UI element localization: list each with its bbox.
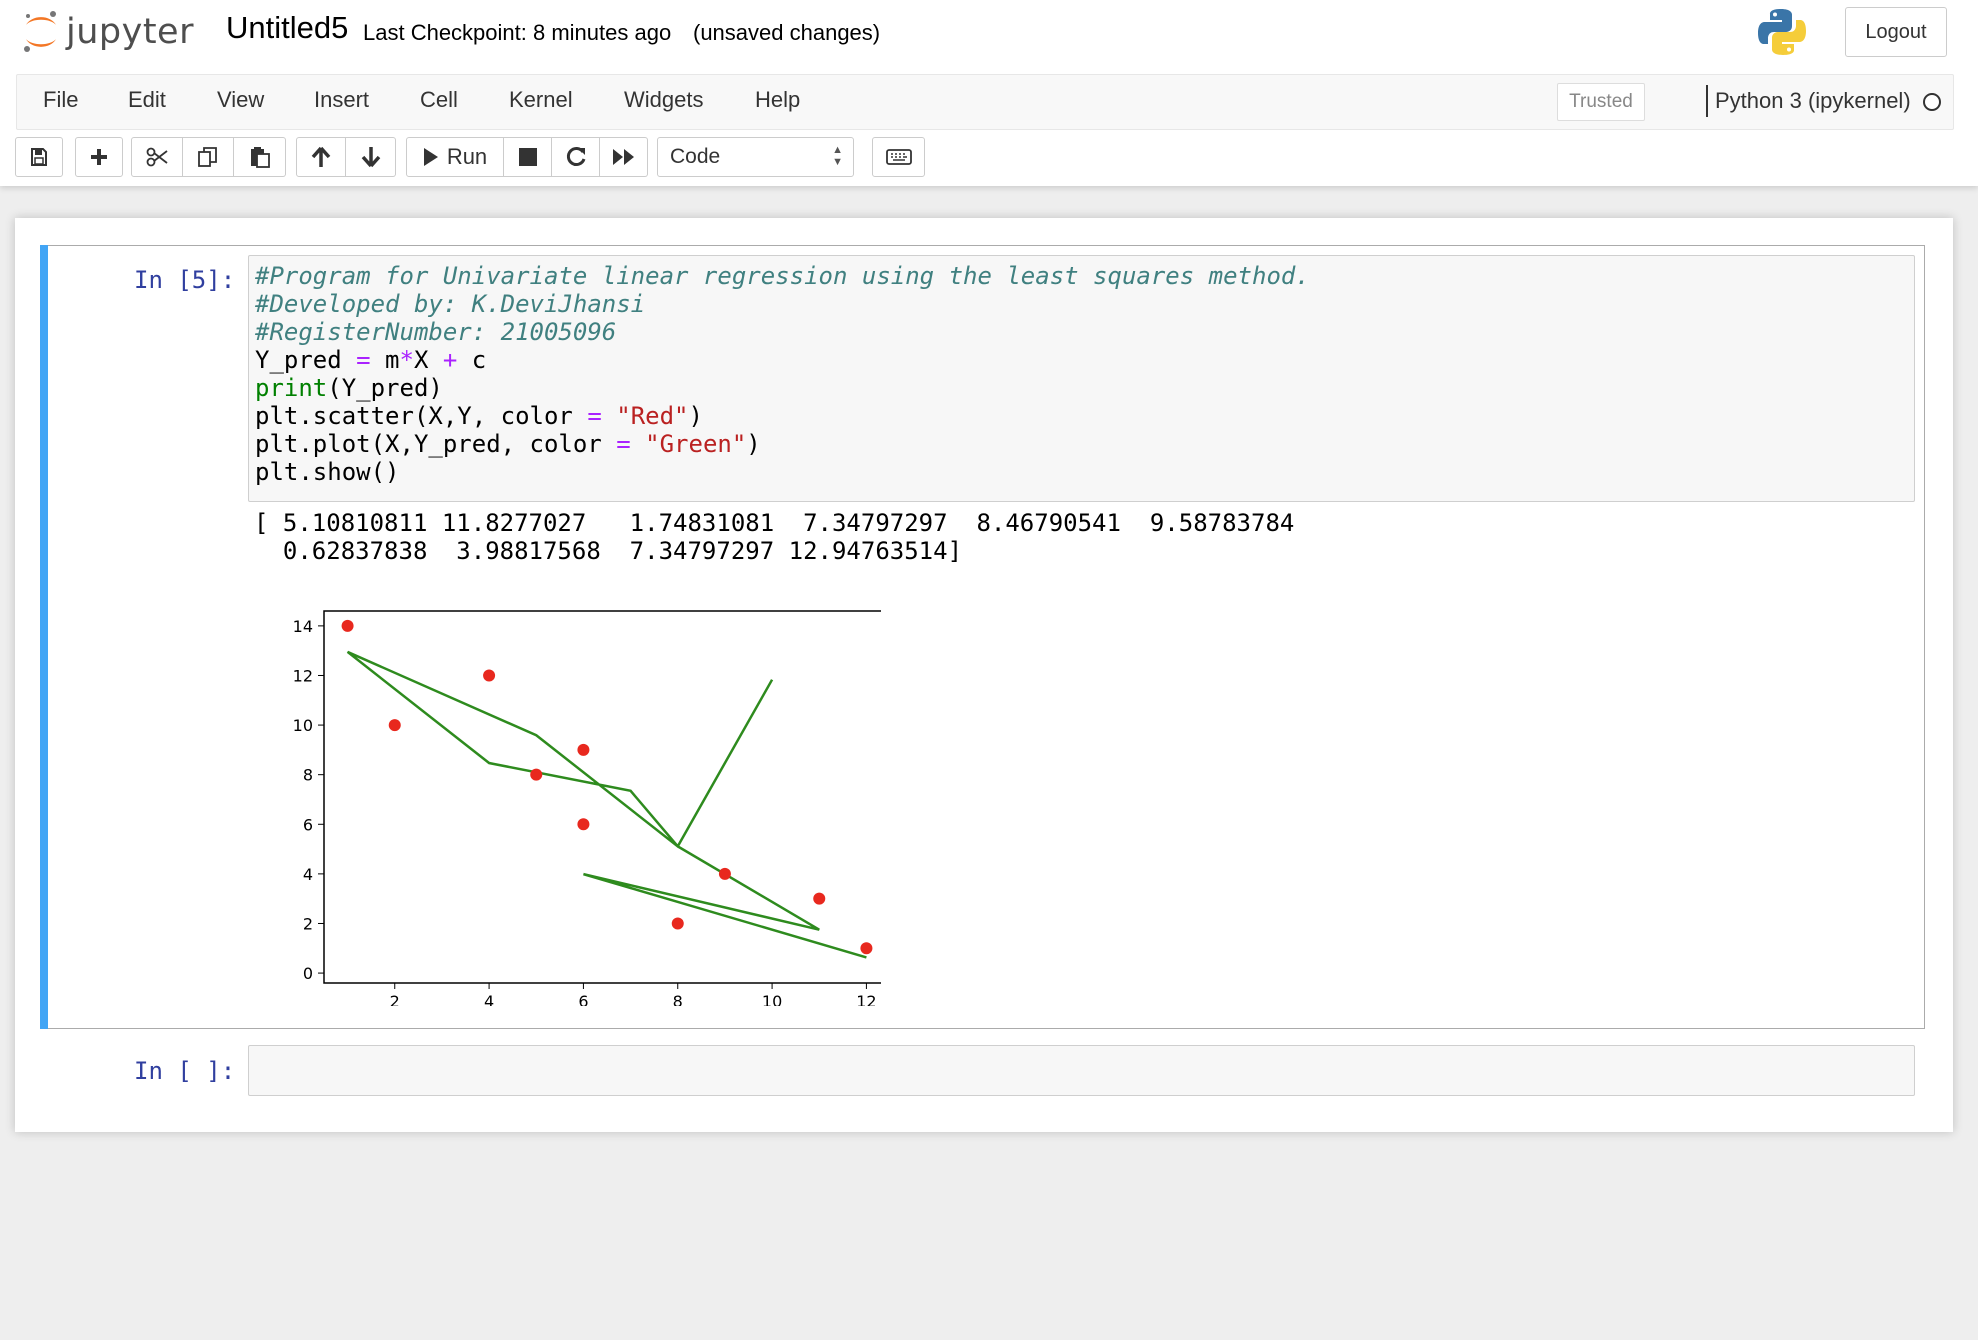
output-line: [ 5.10810811 11.8277027 1.74831081 7.347…: [254, 509, 1295, 537]
y-tick-label: 4: [303, 865, 313, 884]
code-line: #RegisterNumber: 21005096: [255, 318, 617, 346]
run-button[interactable]: Run: [406, 137, 504, 177]
checkpoint-status: Last Checkpoint: 8 minutes ago: [363, 20, 672, 45]
code-line: Y_pred = m*X + c: [255, 346, 487, 374]
notebook-name[interactable]: Untitled5: [226, 10, 349, 45]
keyboard-icon: [885, 149, 912, 165]
menu-insert[interactable]: Insert: [314, 87, 370, 112]
save-button[interactable]: [15, 137, 63, 177]
copy-button[interactable]: [183, 137, 234, 177]
code-editor-empty[interactable]: [248, 1045, 1915, 1096]
plot-area: [323, 610, 881, 984]
menu-cell[interactable]: Cell: [420, 87, 458, 112]
restart-run-all-button[interactable]: [600, 137, 648, 177]
y-tick-label: 12: [293, 666, 313, 685]
jupyter-logo-icon: [24, 11, 56, 52]
scatter-point: [718, 867, 731, 880]
code-line: #Program for Univariate linear regressio…: [255, 262, 1310, 290]
cell-output-text: [ 5.10810811 11.8277027 1.74831081 7.347…: [254, 509, 1294, 565]
cut-button[interactable]: [131, 137, 183, 177]
code-cell-selected[interactable]: In [5]: #Program for Univariate linear r…: [40, 245, 1925, 1029]
kernel-idle-indicator: [1923, 93, 1941, 111]
cell-selection-bar: [40, 245, 48, 1029]
scatter-point: [341, 619, 354, 632]
x-tick-label: 8: [673, 992, 683, 1006]
menu-kernel[interactable]: Kernel: [509, 87, 573, 112]
output-line: 0.62837838 3.98817568 7.34797297 12.9476…: [254, 537, 963, 565]
autosave-status: (unsaved changes): [693, 20, 881, 45]
kernel-name[interactable]: Python 3 (ipykernel): [1715, 88, 1911, 113]
y-tick-label: 8: [303, 766, 313, 785]
menu-view[interactable]: View: [217, 87, 265, 112]
code-line: plt.scatter(X,Y, color = "Red"): [255, 402, 703, 430]
move-down-button[interactable]: [346, 137, 396, 177]
code-editor[interactable]: #Program for Univariate linear regressio…: [248, 255, 1915, 502]
menu-file[interactable]: File: [43, 87, 79, 112]
restart-button[interactable]: [552, 137, 600, 177]
scatter-point: [577, 743, 590, 756]
arrow-down-icon: [361, 147, 380, 168]
header: jupyter Untitled5 Last Checkpoint: 8 min…: [0, 0, 1978, 186]
y-tick-label: 2: [303, 914, 313, 933]
scatter-point: [860, 942, 873, 955]
code-text[interactable]: #Program for Univariate linear regressio…: [255, 262, 1310, 486]
y-tick-label: 10: [293, 716, 313, 735]
command-palette-button[interactable]: [872, 137, 925, 177]
code-line: plt.plot(X,Y_pred, color = "Green"): [255, 430, 761, 458]
code-line: plt.show(): [255, 458, 400, 486]
scatter-point: [388, 719, 401, 732]
scatter-point: [530, 768, 543, 781]
code-cell-empty[interactable]: In [ ]:: [41, 1039, 1925, 1099]
cell-prompt: In [ ]:: [134, 1057, 236, 1085]
cell-prompt: In [5]:: [134, 266, 236, 294]
cut-icon: [146, 147, 168, 167]
trusted-indicator[interactable]: Trusted: [1557, 83, 1645, 121]
move-up-button[interactable]: [296, 137, 346, 177]
cell-type-value: Code: [670, 145, 721, 168]
paste-icon: [250, 147, 270, 168]
jupyter-logo-text: jupyter: [66, 12, 194, 52]
plus-icon: [91, 149, 107, 165]
paste-button[interactable]: [234, 137, 286, 177]
code-line: print(Y_pred): [255, 374, 443, 402]
menubar: File Edit View Insert Cell Kernel Widget…: [16, 74, 1954, 130]
logout-button[interactable]: Logout: [1845, 7, 1947, 57]
scatter-point: [671, 917, 684, 930]
arrow-up-icon: [311, 146, 331, 167]
scatter-point: [813, 892, 826, 905]
x-tick-label: 2: [390, 992, 400, 1006]
save-icon: [31, 148, 47, 166]
regression-chart: 2 4 6 8 10 12 0 2 4 6 8 10 12 14: [293, 610, 881, 1006]
copy-icon: [198, 147, 217, 167]
run-label: Run: [446, 144, 488, 169]
x-tick-label: 12: [856, 992, 876, 1006]
kernel-separator: [1706, 85, 1708, 117]
insert-cell-button[interactable]: [75, 137, 123, 177]
restart-icon: [566, 147, 585, 166]
toolbar: Run Code ▲ ▼: [0, 134, 1978, 182]
x-tick-label: 10: [762, 992, 782, 1006]
python-logo-icon: [1758, 9, 1806, 55]
y-tick-label: 6: [303, 815, 313, 834]
y-tick-label: 0: [303, 964, 313, 983]
menu-edit[interactable]: Edit: [128, 87, 166, 112]
x-tick-label: 4: [484, 992, 494, 1006]
play-icon: [423, 148, 438, 166]
select-arrows-icon: ▲ ▼: [832, 144, 843, 168]
stop-icon: [518, 148, 537, 166]
menu-help[interactable]: Help: [755, 87, 801, 112]
y-tick-label: 14: [293, 617, 313, 636]
notebook-container: In [5]: #Program for Univariate linear r…: [15, 218, 1953, 1132]
scatter-point: [577, 818, 590, 831]
menu-widgets[interactable]: Widgets: [624, 87, 704, 112]
code-line: #Developed by: K.DeviJhansi: [255, 290, 646, 318]
fast-forward-icon: [612, 149, 634, 165]
jupyter-logo[interactable]: jupyter: [22, 8, 194, 56]
cell-type-select[interactable]: Code ▲ ▼: [657, 137, 854, 177]
regression-line: [346, 650, 867, 959]
scatter-point: [483, 669, 496, 682]
x-tick-label: 6: [578, 992, 588, 1006]
interrupt-button[interactable]: [504, 137, 552, 177]
